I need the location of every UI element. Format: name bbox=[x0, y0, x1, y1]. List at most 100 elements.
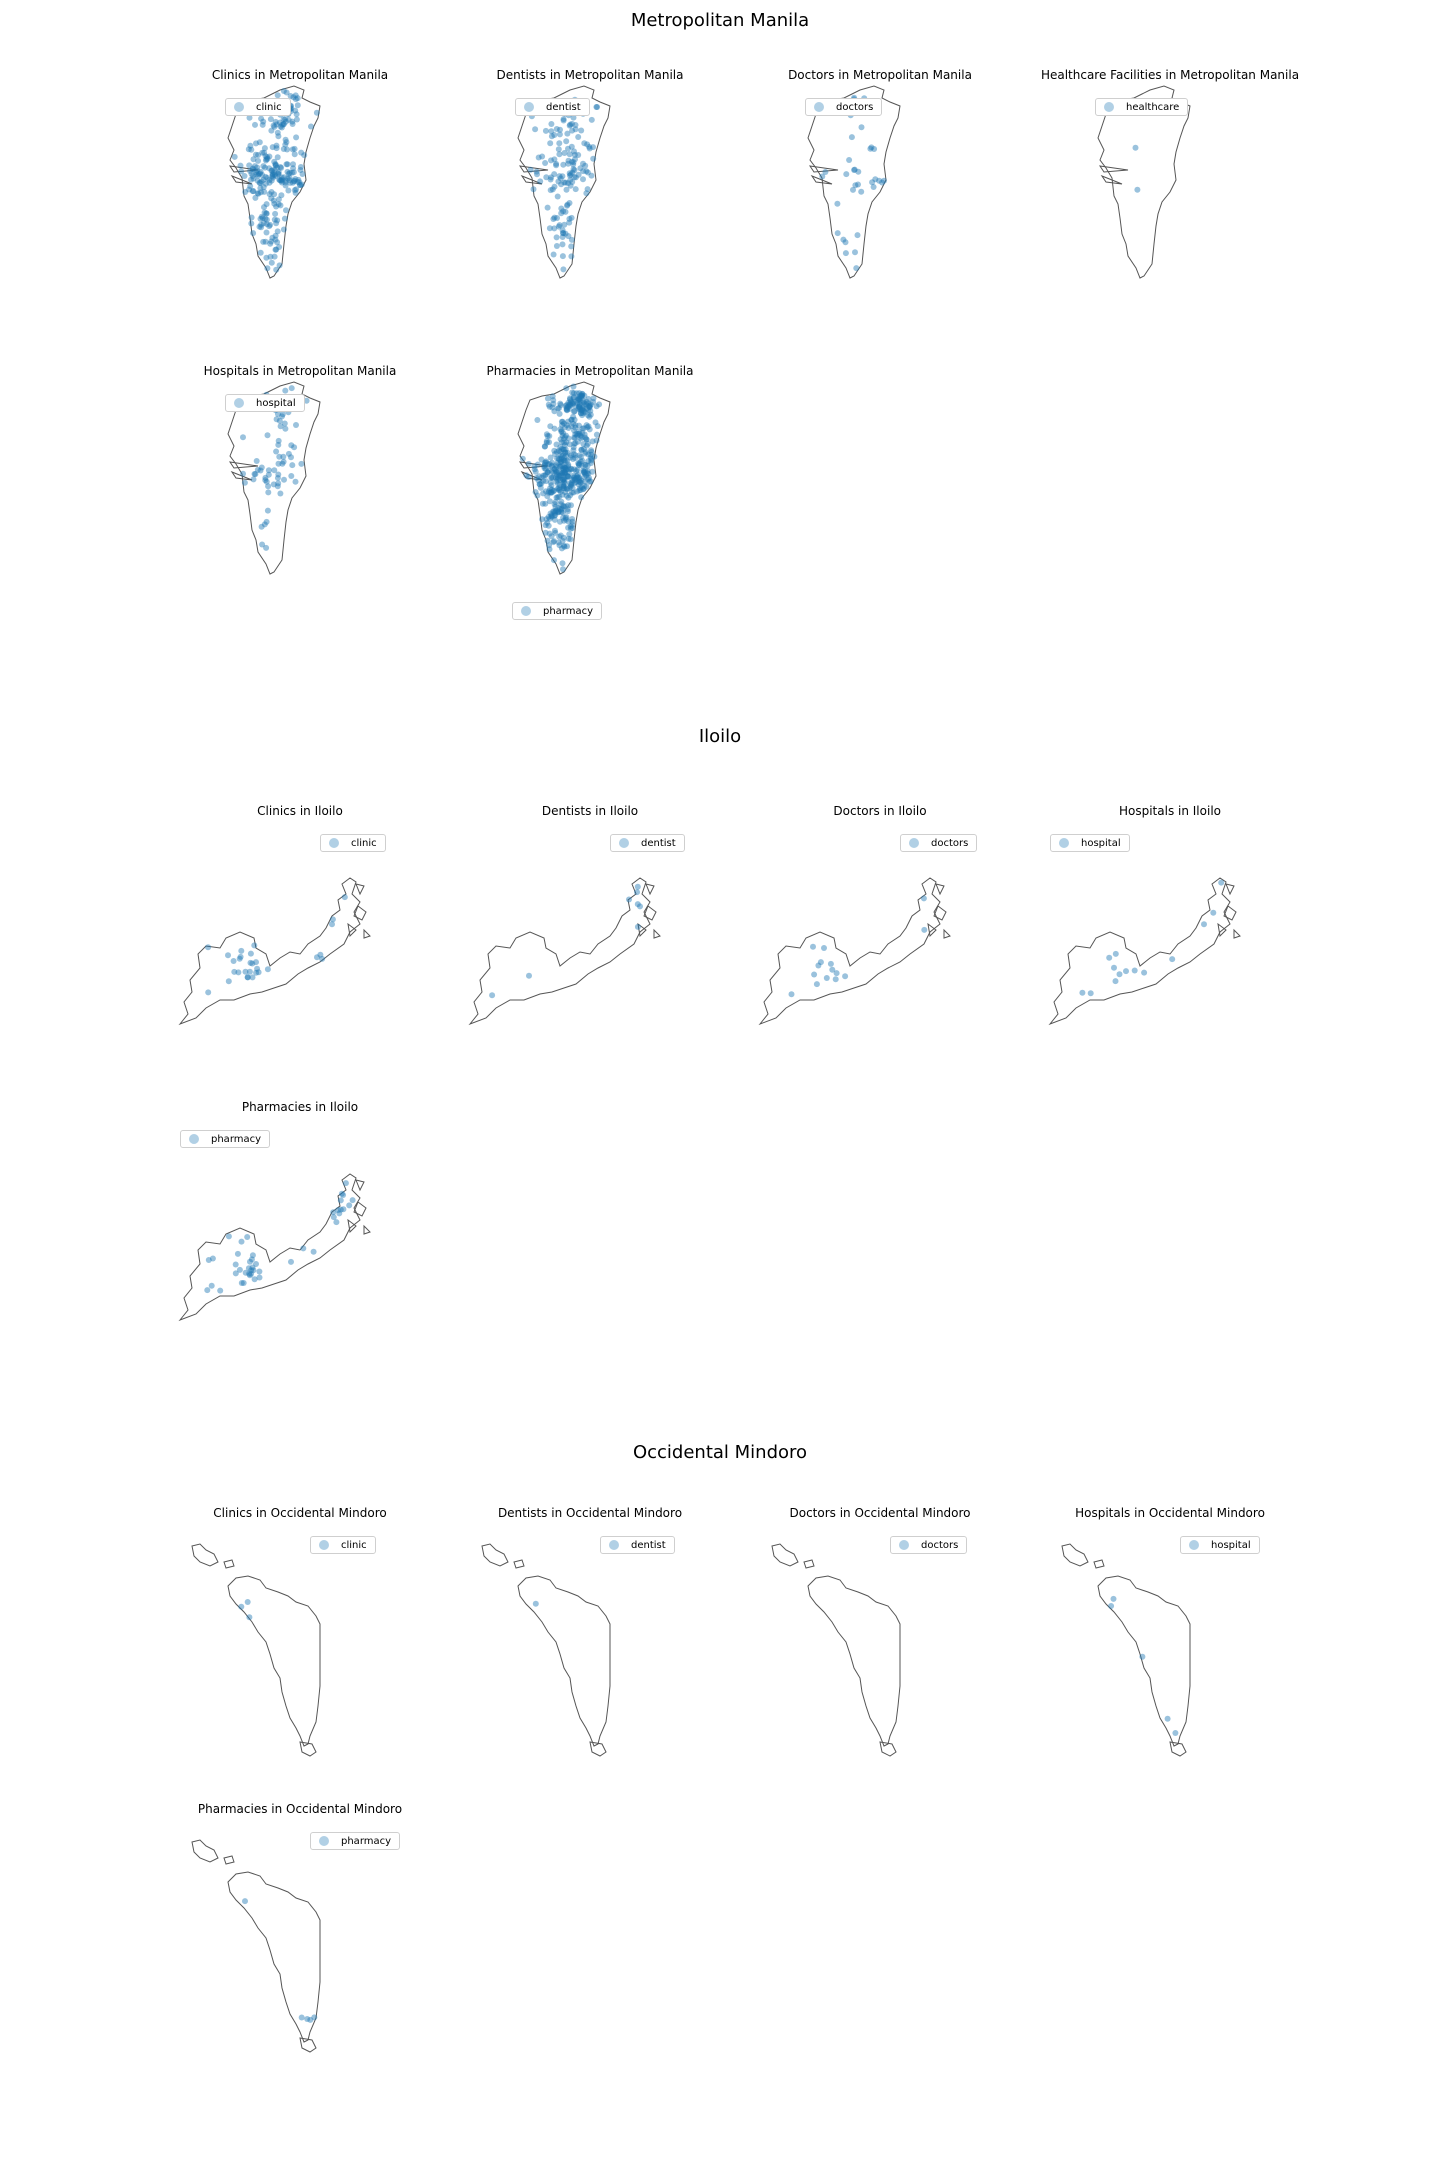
facility-point bbox=[578, 477, 585, 484]
facility-point bbox=[813, 981, 820, 988]
facility-point bbox=[574, 432, 581, 439]
facility-point bbox=[557, 463, 564, 470]
facility-point bbox=[570, 444, 577, 451]
facility-point bbox=[557, 126, 563, 133]
map-panel: Dentists in Occidental Mindoro dentist bbox=[460, 1506, 720, 1776]
facility-point bbox=[566, 531, 573, 538]
facility-point bbox=[274, 239, 281, 246]
facility-point bbox=[842, 239, 849, 246]
facility-point bbox=[247, 168, 254, 174]
facility-point bbox=[590, 144, 596, 151]
facility-point bbox=[580, 160, 586, 167]
facility-point bbox=[553, 243, 560, 249]
facility-point bbox=[547, 479, 554, 486]
facility-point bbox=[548, 128, 555, 135]
facility-point bbox=[560, 483, 567, 490]
facility-point bbox=[274, 228, 281, 235]
island-boundary bbox=[803, 1559, 815, 1569]
facility-point bbox=[564, 457, 571, 464]
facility-point bbox=[238, 947, 245, 954]
facility-point bbox=[551, 171, 558, 178]
facility-point bbox=[569, 120, 575, 127]
facility-point bbox=[577, 487, 584, 494]
facility-point bbox=[582, 471, 589, 478]
facility-point bbox=[252, 121, 258, 128]
facility-point bbox=[560, 485, 567, 492]
facility-point bbox=[558, 205, 565, 212]
facility-point bbox=[879, 179, 886, 186]
facility-point bbox=[562, 457, 569, 464]
facility-point bbox=[286, 177, 293, 184]
facility-point bbox=[576, 462, 583, 468]
facility-point bbox=[575, 474, 582, 481]
facility-point bbox=[577, 410, 584, 417]
facility-point bbox=[565, 524, 572, 531]
facility-point bbox=[558, 181, 565, 188]
facility-point bbox=[532, 126, 539, 133]
facility-point bbox=[569, 477, 576, 483]
facility-point bbox=[581, 482, 588, 489]
facility-point bbox=[565, 461, 572, 468]
facility-point bbox=[285, 187, 292, 194]
facility-point bbox=[855, 181, 861, 188]
facility-point bbox=[525, 460, 532, 467]
facility-point bbox=[572, 424, 579, 431]
facility-point bbox=[280, 121, 287, 127]
facility-point bbox=[258, 178, 265, 185]
facility-point bbox=[582, 462, 589, 468]
facility-point bbox=[259, 121, 266, 128]
facility-point bbox=[572, 422, 579, 429]
facility-point bbox=[587, 454, 594, 461]
legend-marker-icon bbox=[909, 838, 919, 848]
facility-point bbox=[335, 1207, 342, 1214]
facility-point bbox=[282, 136, 289, 143]
facility-point bbox=[263, 544, 270, 551]
facility-point bbox=[559, 422, 565, 429]
panel-title: Pharmacies in Metropolitan Manila bbox=[486, 364, 694, 378]
facility-point bbox=[563, 422, 570, 429]
facility-point bbox=[576, 428, 583, 435]
facility-point bbox=[555, 505, 562, 511]
facility-point bbox=[555, 178, 562, 185]
facility-point bbox=[634, 923, 641, 930]
facility-point bbox=[560, 435, 567, 442]
facility-point bbox=[574, 397, 581, 404]
facility-point bbox=[567, 454, 574, 461]
island-boundary bbox=[771, 1543, 799, 1567]
facility-point bbox=[571, 151, 578, 158]
facility-point bbox=[253, 458, 260, 464]
facility-point bbox=[573, 473, 580, 480]
facility-point bbox=[536, 473, 543, 480]
facility-point bbox=[265, 483, 272, 490]
facility-point bbox=[534, 171, 540, 178]
facility-point bbox=[580, 176, 586, 183]
facility-point bbox=[272, 246, 279, 253]
facility-point bbox=[288, 385, 295, 392]
facility-point bbox=[563, 466, 570, 473]
facility-point bbox=[584, 470, 591, 477]
facility-point bbox=[265, 467, 272, 474]
facility-point bbox=[256, 179, 263, 186]
facility-point bbox=[267, 116, 274, 123]
facility-point bbox=[557, 463, 563, 470]
facility-point bbox=[578, 446, 585, 453]
facility-point bbox=[583, 442, 590, 449]
facility-point bbox=[270, 174, 276, 181]
facility-point bbox=[542, 529, 549, 536]
island-boundary bbox=[645, 883, 655, 896]
facility-point bbox=[559, 241, 566, 248]
facility-point bbox=[266, 179, 273, 186]
facility-point bbox=[562, 403, 569, 409]
facility-point bbox=[259, 171, 266, 178]
facility-point bbox=[567, 523, 574, 530]
facility-point bbox=[225, 952, 231, 959]
facility-point bbox=[581, 400, 588, 407]
facility-point bbox=[240, 434, 246, 441]
facility-point bbox=[264, 174, 271, 181]
facility-point bbox=[858, 124, 865, 131]
facility-point bbox=[545, 461, 551, 468]
facility-point bbox=[247, 183, 254, 190]
facility-point bbox=[298, 2014, 305, 2021]
facility-point bbox=[580, 168, 587, 175]
facility-point bbox=[552, 499, 559, 505]
